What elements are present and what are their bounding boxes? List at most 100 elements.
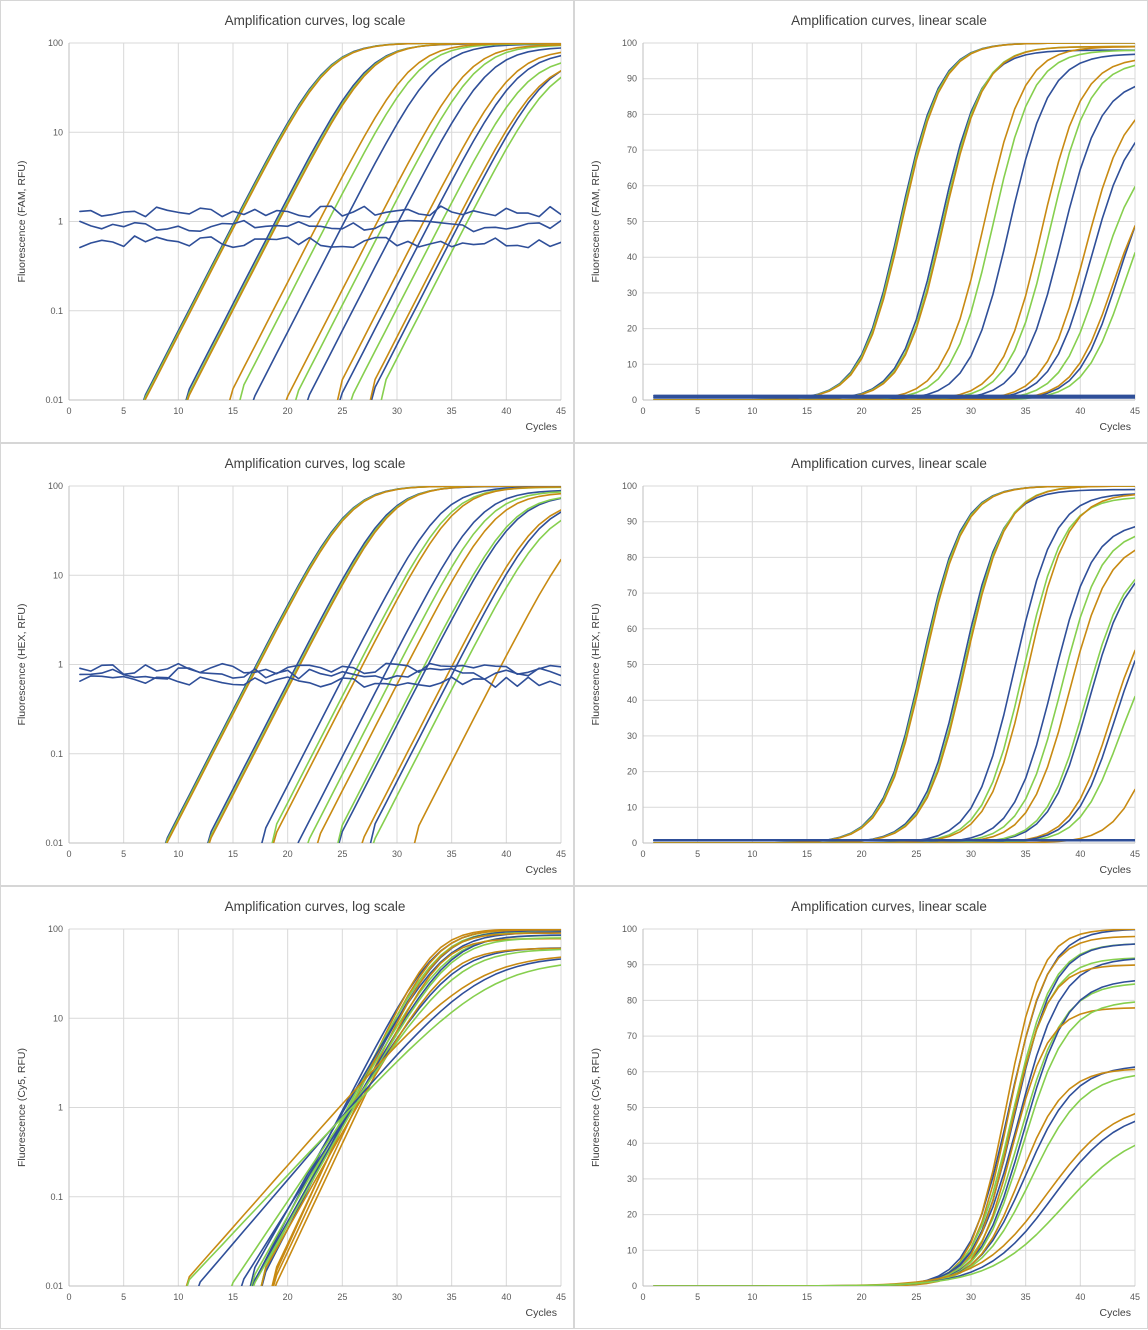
x-tick-label: 25	[337, 406, 347, 416]
y-tick-label: 100	[622, 481, 637, 491]
x-tick-label: 0	[66, 849, 71, 859]
amplification-curve	[653, 935, 1135, 1286]
amplification-curve	[271, 929, 561, 1286]
amplification-curve	[336, 51, 561, 400]
y-tick-label: 100	[48, 924, 63, 934]
x-tick-label: 15	[228, 1292, 238, 1302]
amplification-curve	[260, 947, 561, 1286]
amplification-curve	[653, 486, 1135, 843]
x-tick-label: 25	[911, 1292, 921, 1302]
x-tick-label: 40	[501, 406, 511, 416]
chart-panel: Amplification curves, linear scale 0 10 20 3…	[574, 443, 1148, 886]
x-tick-label: 45	[556, 1292, 566, 1302]
chart-svg: Amplification curves, log scale 0.01 0.1 1 1…	[16, 899, 566, 1319]
y-axis-label: Fluorescence (FAM, RFU)	[590, 161, 602, 283]
x-tick-label: 10	[173, 1292, 183, 1302]
y-tick-label: 50	[627, 660, 637, 670]
amplification-curve	[350, 62, 561, 400]
x-tick-label: 45	[1130, 849, 1140, 859]
y-tick-label: 10	[53, 1013, 63, 1023]
amplification-curve	[208, 486, 561, 843]
chart-title: Amplification curves, log scale	[225, 13, 406, 28]
amplification-curve	[261, 486, 561, 843]
x-tick-label: 40	[501, 1292, 511, 1302]
amplification-curve	[653, 582, 1135, 843]
chart-title: Amplification curves, log scale	[225, 456, 406, 471]
y-tick-label: 90	[627, 960, 637, 970]
amplification-curve	[653, 45, 1135, 400]
x-tick-label: 25	[911, 406, 921, 416]
curves-group	[653, 486, 1135, 843]
y-tick-label: 70	[627, 1031, 637, 1041]
x-tick-label: 5	[695, 1292, 700, 1302]
x-tick-label: 0	[640, 849, 645, 859]
x-tick-label: 35	[1021, 406, 1031, 416]
amplification-curve	[197, 958, 561, 1286]
x-tick-label: 30	[966, 849, 976, 859]
x-tick-label: 30	[392, 1292, 402, 1302]
x-tick-label: 5	[695, 849, 700, 859]
amplification-curve	[294, 44, 561, 400]
chart-panel: Amplification curves, log scale 0.01 0.1 1 1…	[0, 0, 574, 443]
amplification-curve	[251, 934, 561, 1286]
amplification-curve	[653, 660, 1135, 843]
amplification-curve	[653, 225, 1135, 400]
amplification-curve	[361, 509, 561, 843]
y-tick-label: 30	[627, 288, 637, 298]
y-tick-label: 1	[58, 660, 63, 670]
x-tick-label: 40	[501, 849, 511, 859]
y-tick-label: 0.01	[45, 395, 63, 405]
chart-title: Amplification curves, linear scale	[791, 899, 987, 914]
y-axis-label: Fluorescence (HEX, RFU)	[590, 604, 602, 726]
x-tick-label: 10	[747, 406, 757, 416]
y-tick-label: 10	[627, 1245, 637, 1255]
amplification-curve	[653, 958, 1135, 1286]
y-axis-label: Fluorescence (FAM, RFU)	[16, 161, 28, 283]
x-tick-label: 30	[392, 406, 402, 416]
x-tick-label: 40	[1075, 406, 1085, 416]
y-tick-label: 100	[622, 924, 637, 934]
chart-svg: Amplification curves, log scale 0.01 0.1 1 1…	[16, 456, 566, 876]
amplification-curve	[316, 492, 561, 843]
amplification-curve	[250, 934, 561, 1286]
y-tick-label: 20	[627, 767, 637, 777]
amplification-curve	[79, 205, 561, 218]
y-tick-label: 10	[53, 127, 63, 137]
amplification-curve	[260, 931, 561, 1286]
y-tick-label: 0.1	[50, 749, 63, 759]
chart-title: Amplification curves, linear scale	[791, 13, 987, 28]
amplification-curve	[653, 549, 1135, 843]
amplification-curve	[653, 49, 1135, 400]
y-tick-label: 100	[48, 38, 63, 48]
y-tick-label: 10	[627, 359, 637, 369]
chart-panel: Amplification curves, log scale 0.01 0.1 1 1…	[0, 886, 574, 1329]
amplification-curve	[653, 1120, 1135, 1286]
amplification-curve	[272, 932, 561, 1286]
x-tick-label: 25	[337, 1292, 347, 1302]
x-tick-label: 20	[283, 406, 293, 416]
y-tick-label: 0	[632, 838, 637, 848]
amplification-curve	[653, 983, 1135, 1286]
x-tick-label: 5	[695, 406, 700, 416]
y-tick-label: 20	[627, 324, 637, 334]
curves-group	[185, 929, 561, 1286]
x-tick-label: 20	[857, 849, 867, 859]
amplification-curve	[185, 956, 561, 1286]
x-tick-label: 40	[1075, 1292, 1085, 1302]
x-tick-label: 35	[447, 1292, 457, 1302]
amplification-curve	[653, 980, 1135, 1286]
y-axis-label: Fluorescence (HEX, RFU)	[16, 604, 28, 726]
y-tick-label: 1	[58, 1103, 63, 1113]
y-tick-label: 40	[627, 695, 637, 705]
y-tick-label: 90	[627, 74, 637, 84]
x-tick-label: 25	[337, 849, 347, 859]
amplification-curve	[653, 493, 1135, 843]
x-tick-label: 15	[802, 406, 812, 416]
curves-group	[79, 486, 561, 843]
y-tick-label: 30	[627, 731, 637, 741]
amplification-curve	[653, 649, 1135, 843]
amplification-curve	[271, 929, 561, 1286]
chart-title: Amplification curves, linear scale	[791, 456, 987, 471]
amplification-curve	[79, 675, 561, 688]
curves-group	[653, 929, 1135, 1286]
